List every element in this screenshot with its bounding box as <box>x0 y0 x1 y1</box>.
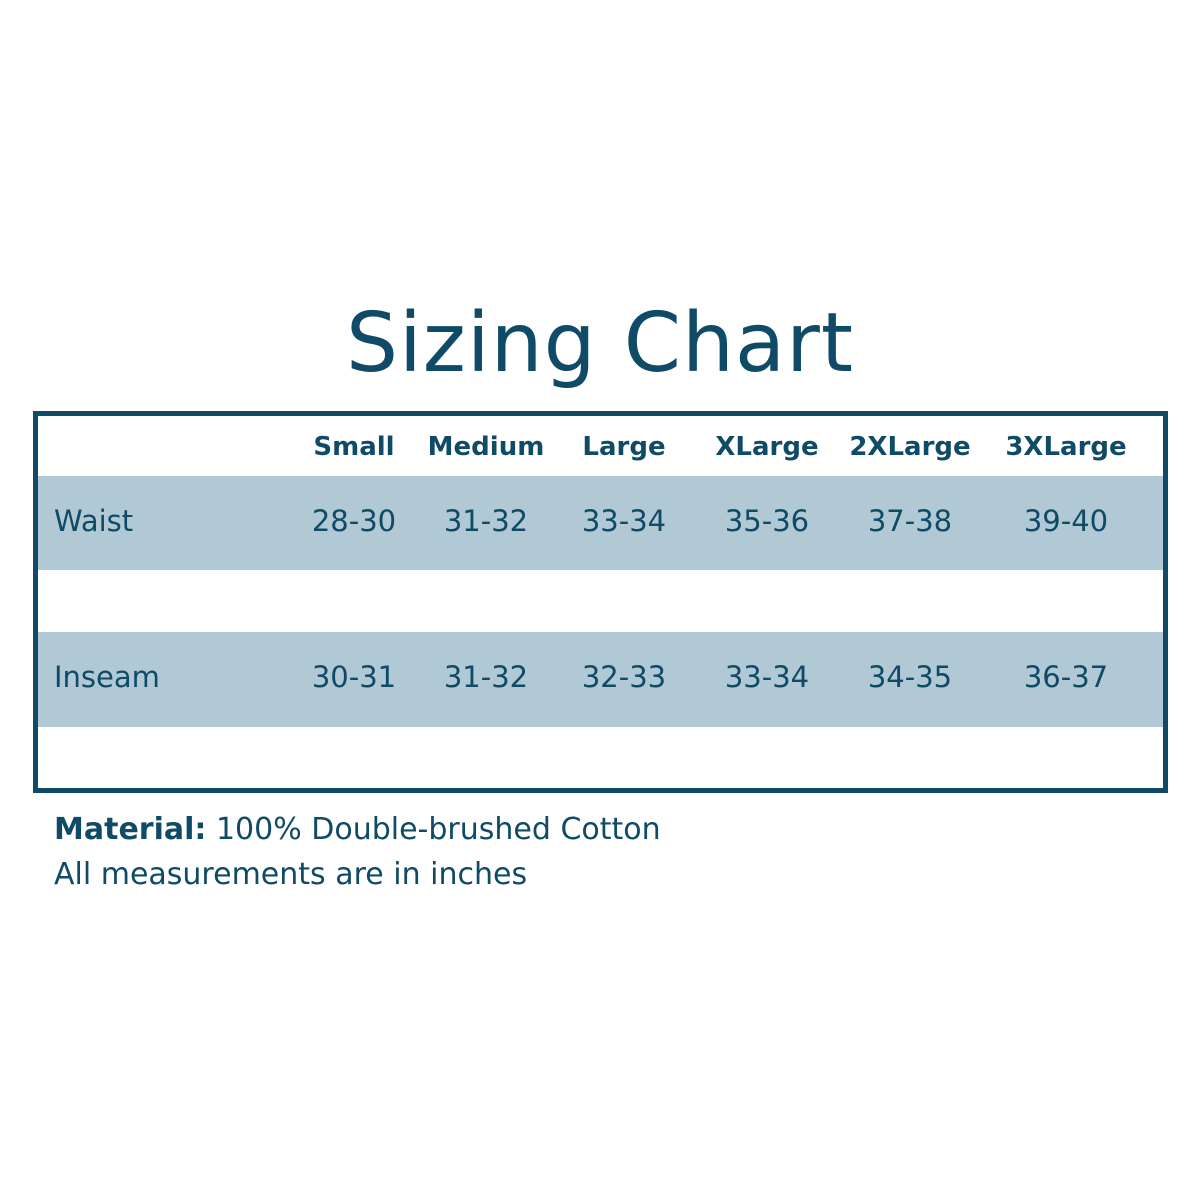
column-header: 2XLarge <box>849 432 971 462</box>
table-row-waist: Waist 28-30 31-32 33-34 35-36 37-38 39-40 <box>38 476 1163 570</box>
table-cell: 33-34 <box>581 504 667 538</box>
material-label: Material: <box>54 812 207 847</box>
material-line: Material: 100% Double-brushed Cotton <box>54 812 661 847</box>
material-value: 100% Double-brushed Cotton <box>215 812 661 847</box>
table-cell: 32-33 <box>581 660 667 694</box>
table-cell: 39-40 <box>1023 504 1109 538</box>
table-row-inseam: Inseam 30-31 31-32 32-33 33-34 34-35 36-37 <box>38 632 1163 727</box>
table-cell: 35-36 <box>724 504 810 538</box>
sizing-table: Small Medium Large XLarge 2XLarge 3XLarge Wai… <box>33 411 1168 793</box>
table-cell: 36-37 <box>1023 660 1109 694</box>
column-header: Small <box>313 432 395 462</box>
table-cell: 34-35 <box>867 660 953 694</box>
column-header: XLarge <box>715 432 819 462</box>
table-cell: 31-32 <box>443 504 529 538</box>
table-cell: 37-38 <box>867 504 953 538</box>
table-cell: 30-31 <box>311 660 397 694</box>
table-cell: 28-30 <box>311 504 397 538</box>
row-label: Inseam <box>54 660 160 694</box>
table-cell: 31-32 <box>443 660 529 694</box>
measurement-note: All measurements are in inches <box>54 857 528 892</box>
column-header: Large <box>582 432 666 462</box>
page-title: Sizing Chart <box>345 296 855 391</box>
table-cell: 33-34 <box>724 660 810 694</box>
column-header: Medium <box>427 432 545 462</box>
row-label: Waist <box>54 504 134 538</box>
header-row: Small Medium Large XLarge 2XLarge 3XLarge <box>38 416 1163 476</box>
column-header: 3XLarge <box>1005 432 1127 462</box>
